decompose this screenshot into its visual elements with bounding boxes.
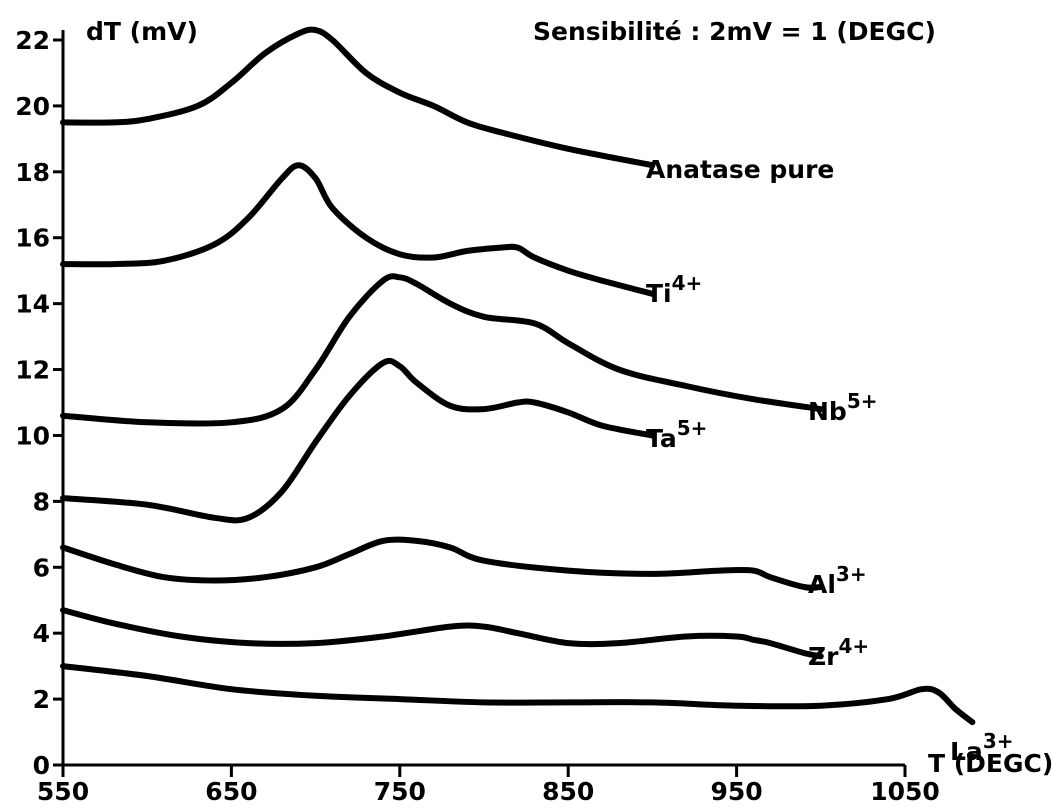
x-tick-label: 1050 <box>870 777 940 806</box>
axis-ticks: 550 650 750 850 950 1050 0 2 4 6 8 10 12 14 16 18 20 22 <box>15 26 940 806</box>
y-tick-label: 4 <box>33 619 50 648</box>
series-line-1 <box>60 162 656 297</box>
x-tick-label: 950 <box>711 777 763 806</box>
series-line-0 <box>60 26 656 169</box>
x-tick-label: 550 <box>37 777 89 806</box>
x-tick-label: 750 <box>374 777 426 806</box>
series-label-6: La3+ <box>950 729 1014 766</box>
series-line-5 <box>60 607 824 660</box>
y-tick-label: 20 <box>15 92 50 121</box>
y-tick-label: 0 <box>33 751 50 780</box>
x-tick-label: 850 <box>542 777 594 806</box>
y-tick-label: 8 <box>33 487 50 516</box>
y-tick-label: 18 <box>15 158 50 187</box>
y-tick-label: 6 <box>33 553 50 582</box>
series-line-6 <box>60 663 976 726</box>
y-axis-label: dT (mV) <box>86 17 198 46</box>
series-label-4: Al3+ <box>808 562 867 599</box>
x-tick-label: 650 <box>205 777 257 806</box>
y-tick-label: 16 <box>15 224 50 253</box>
series-label-1: Ti4+ <box>646 271 702 308</box>
y-tick-label: 12 <box>15 356 50 385</box>
y-tick-label: 2 <box>33 685 50 714</box>
series-curves <box>60 26 976 726</box>
series-label-5: Zr4+ <box>808 634 869 671</box>
series-line-3 <box>60 357 656 524</box>
y-tick-label: 22 <box>15 26 50 55</box>
series-label-3: Ta5+ <box>646 416 707 453</box>
series-labels: Anatase pure Ti4+ Nb5+ Ta5+ Al3+ Zr4+ La3+ <box>646 155 1014 766</box>
series-label-2: Nb5+ <box>808 389 878 426</box>
series-label-0: Anatase pure <box>646 155 834 184</box>
y-tick-label: 10 <box>15 421 50 450</box>
sensitivity-note: Sensibilité : 2mV = 1 (DEGC) <box>533 17 936 46</box>
series-line-2 <box>60 273 824 427</box>
series-line-4 <box>60 536 824 591</box>
x-axis-label: T (DEGC) <box>928 749 1053 778</box>
y-tick-label: 14 <box>15 290 50 319</box>
